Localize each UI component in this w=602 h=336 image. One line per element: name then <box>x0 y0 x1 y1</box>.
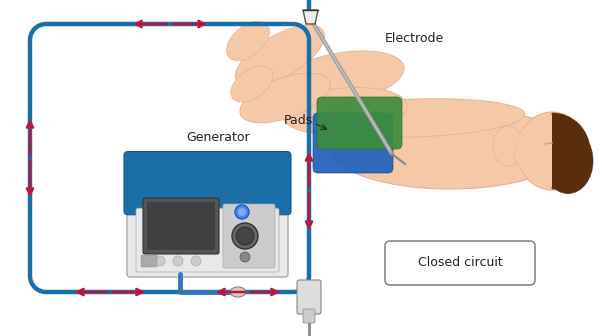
Ellipse shape <box>352 112 360 126</box>
FancyBboxPatch shape <box>297 280 321 314</box>
Ellipse shape <box>230 287 246 297</box>
FancyBboxPatch shape <box>127 156 288 277</box>
Polygon shape <box>303 10 318 24</box>
FancyBboxPatch shape <box>313 113 393 173</box>
Circle shape <box>191 256 201 266</box>
Wedge shape <box>552 113 590 189</box>
Ellipse shape <box>330 107 570 189</box>
Circle shape <box>173 256 183 266</box>
FancyBboxPatch shape <box>141 255 157 267</box>
FancyBboxPatch shape <box>143 198 219 254</box>
Ellipse shape <box>514 146 526 164</box>
Circle shape <box>238 208 246 216</box>
Ellipse shape <box>345 110 353 124</box>
Ellipse shape <box>283 87 408 134</box>
Ellipse shape <box>517 112 587 190</box>
Ellipse shape <box>235 25 324 87</box>
Circle shape <box>240 252 250 262</box>
Circle shape <box>236 227 254 245</box>
Ellipse shape <box>338 109 346 123</box>
Ellipse shape <box>305 99 525 137</box>
Text: Generator: Generator <box>186 131 250 144</box>
FancyBboxPatch shape <box>385 241 535 285</box>
Circle shape <box>235 205 249 219</box>
Ellipse shape <box>226 21 270 61</box>
FancyBboxPatch shape <box>303 309 315 323</box>
FancyBboxPatch shape <box>223 204 275 268</box>
Circle shape <box>232 223 258 249</box>
Ellipse shape <box>231 66 273 102</box>
FancyBboxPatch shape <box>147 202 215 250</box>
Ellipse shape <box>240 73 330 123</box>
FancyBboxPatch shape <box>136 208 279 272</box>
Text: Pads: Pads <box>284 115 313 127</box>
Text: Electrode: Electrode <box>385 32 444 44</box>
Ellipse shape <box>276 51 404 105</box>
Ellipse shape <box>493 126 523 166</box>
Ellipse shape <box>331 97 369 119</box>
Text: Closed circuit: Closed circuit <box>418 256 503 269</box>
Circle shape <box>155 256 165 266</box>
Wedge shape <box>516 115 552 187</box>
Ellipse shape <box>331 107 339 121</box>
FancyBboxPatch shape <box>317 97 402 149</box>
FancyBboxPatch shape <box>124 152 291 215</box>
Ellipse shape <box>543 128 593 194</box>
